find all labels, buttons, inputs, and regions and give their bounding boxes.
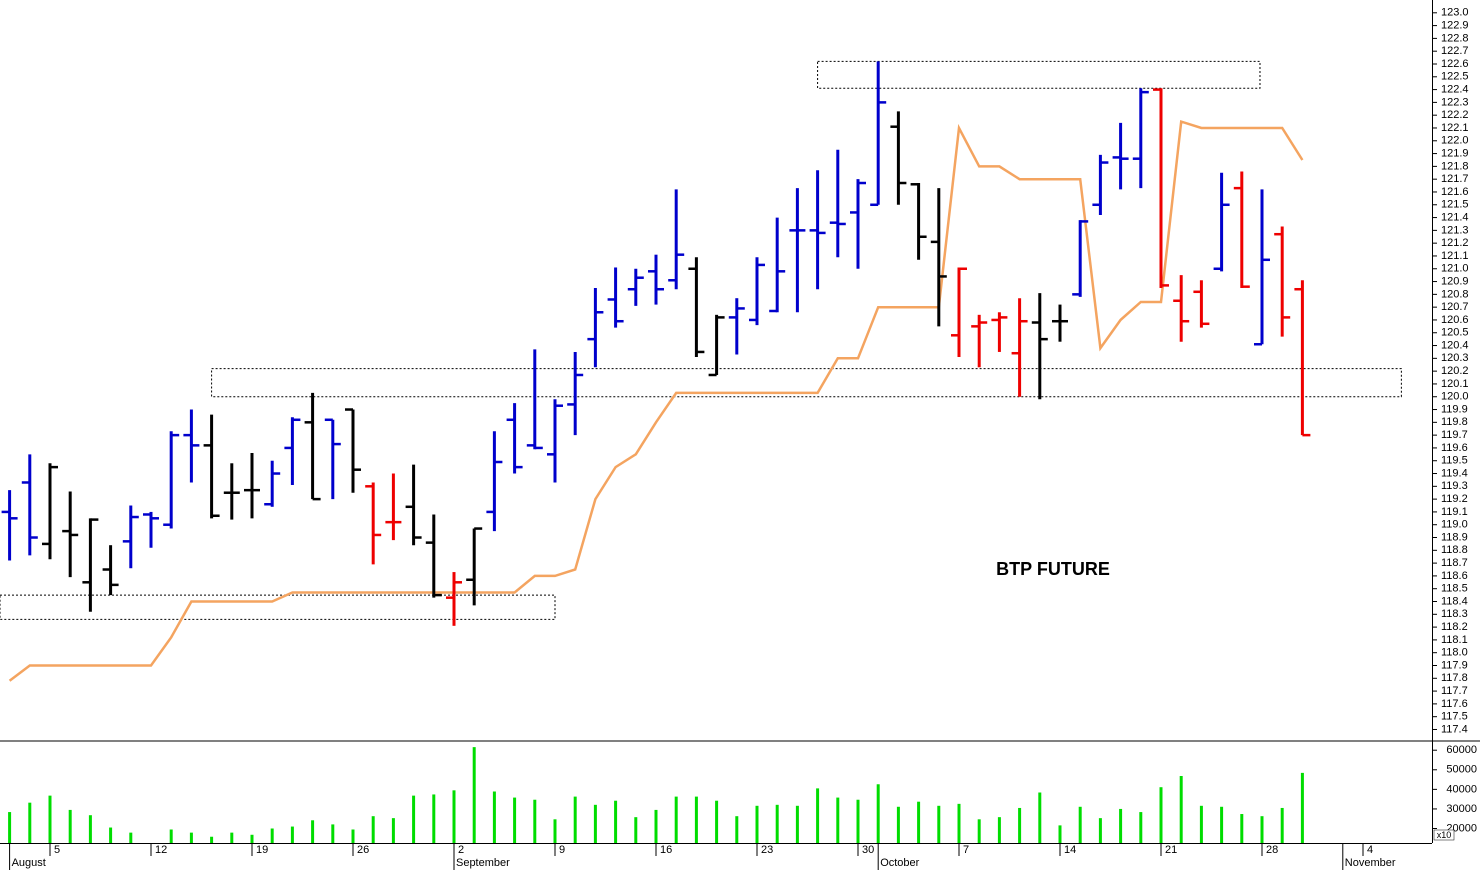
trail-line [8, 119, 1304, 682]
x-tick-label: 30 [862, 844, 874, 856]
y-tick-label: 122.3 [1441, 96, 1469, 108]
y-tick-label: 120.2 [1441, 365, 1469, 377]
y-tick-label: 120.6 [1441, 314, 1469, 326]
month-label: October [880, 857, 919, 869]
y-tick-label: 121.8 [1441, 160, 1469, 172]
x-tick-label: 5 [54, 844, 60, 856]
y-tick-label: 118.9 [1441, 531, 1468, 543]
x-tick-label: 4 [1367, 844, 1373, 856]
y-tick-label: 119.5 [1441, 455, 1468, 467]
y-tick-label: 122.6 [1441, 58, 1469, 70]
y-tick-label: 122.2 [1441, 109, 1469, 121]
y-tick-label: 117.9 [1441, 659, 1468, 671]
y-tick-label: 121.3 [1441, 224, 1469, 236]
y-tick-label: 119.8 [1441, 416, 1468, 428]
month-label: August [12, 857, 46, 869]
y-tick-label: 119.2 [1441, 493, 1468, 505]
y-tick-label: 123.0 [1441, 7, 1469, 19]
y-tick-label: 120.5 [1441, 327, 1469, 339]
y-tick-label: 117.6 [1441, 698, 1468, 710]
volume-tick-label: 60000 [1446, 744, 1477, 756]
y-tick-label: 120.1 [1441, 378, 1469, 390]
y-tick-label: 119.4 [1441, 467, 1468, 479]
y-tick-label: 120.8 [1441, 288, 1469, 300]
y-tick-label: 120.0 [1441, 391, 1469, 403]
y-tick-label: 117.5 [1441, 711, 1468, 723]
y-tick-label: 118.1 [1441, 634, 1468, 646]
month-label: November [1345, 857, 1396, 869]
y-tick-label: 121.2 [1441, 237, 1469, 249]
y-tick-label: 119.0 [1441, 519, 1468, 531]
y-tick-label: 118.7 [1441, 557, 1468, 569]
unit-box [1433, 829, 1455, 841]
y-tick-label: 119.9 [1441, 403, 1468, 415]
y-tick-label: 122.7 [1441, 45, 1469, 57]
y-tick-label: 118.3 [1441, 608, 1468, 620]
y-tick-label: 118.2 [1441, 621, 1468, 633]
y-tick-label: 122.4 [1441, 83, 1469, 95]
y-tick-label: 121.9 [1441, 147, 1469, 159]
y-tick-label: 117.8 [1441, 672, 1468, 684]
x-tick-label: 14 [1064, 844, 1076, 856]
volume-unit-label: x10 [1437, 830, 1452, 840]
x-tick-label: 16 [660, 844, 672, 856]
y-tick-label: 119.7 [1441, 429, 1468, 441]
x-tick-label: 9 [559, 844, 565, 856]
y-tick-label: 120.9 [1441, 275, 1469, 287]
x-tick-label: 28 [1266, 844, 1278, 856]
y-tick-label: 121.7 [1441, 173, 1469, 185]
y-tick-label: 121.5 [1441, 199, 1469, 211]
x-tick-label: 19 [256, 844, 268, 856]
volume-tick-label: 30000 [1446, 803, 1477, 815]
y-tick-label: 118.4 [1441, 595, 1468, 607]
y-tick-label: 120.3 [1441, 352, 1469, 364]
y-tick-label: 119.3 [1441, 480, 1468, 492]
x-tick-label: 21 [1165, 844, 1177, 856]
y-tick-label: 117.4 [1441, 723, 1468, 735]
volume-tick-label: 50000 [1446, 764, 1477, 776]
y-tick-label: 118.6 [1441, 570, 1468, 582]
y-tick-label: 119.6 [1441, 442, 1468, 454]
x-tick-label: 23 [761, 844, 773, 856]
y-tick-label: 122.0 [1441, 135, 1469, 147]
y-tick-label: 122.8 [1441, 32, 1469, 44]
x-tick-label: 7 [963, 844, 969, 856]
y-tick-label: 117.7 [1441, 685, 1468, 697]
zone [211, 368, 1402, 398]
y-tick-label: 120.7 [1441, 301, 1469, 313]
zone [0, 594, 556, 620]
y-tick-label: 118.8 [1441, 544, 1468, 556]
x-tick-label: 26 [357, 844, 369, 856]
y-tick-label: 120.4 [1441, 339, 1469, 351]
y-tick-label: 121.4 [1441, 211, 1469, 223]
y-tick-label: 118.0 [1441, 647, 1468, 659]
x-tick-label: 2 [458, 844, 464, 856]
volume-tick-label: 40000 [1446, 783, 1477, 795]
annotation: BTP FUTURE [996, 559, 1110, 579]
y-tick-label: 121.0 [1441, 263, 1469, 275]
month-label: September [456, 857, 510, 869]
y-tick-label: 119.1 [1441, 506, 1468, 518]
x-tick-label: 12 [155, 844, 167, 856]
y-tick-label: 122.5 [1441, 71, 1469, 83]
zone [817, 60, 1261, 89]
y-tick-label: 121.1 [1441, 250, 1469, 262]
y-tick-label: 122.9 [1441, 20, 1469, 32]
y-tick-label: 118.5 [1441, 583, 1468, 595]
y-tick-label: 122.1 [1441, 122, 1469, 134]
y-tick-label: 121.6 [1441, 186, 1469, 198]
